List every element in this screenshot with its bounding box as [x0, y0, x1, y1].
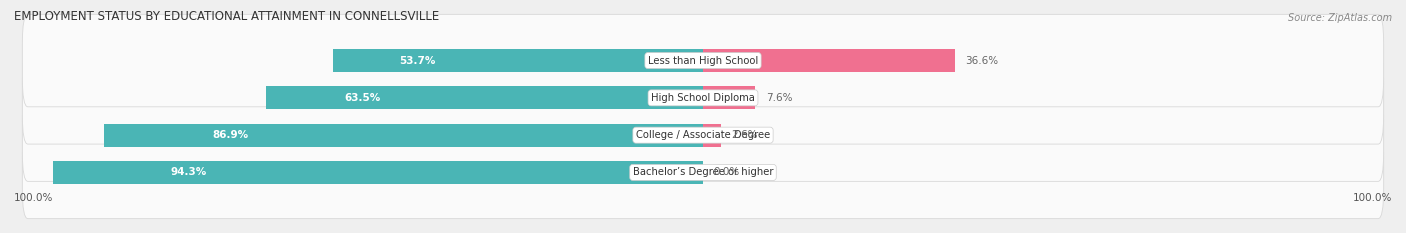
Bar: [333, 49, 703, 72]
Text: 36.6%: 36.6%: [966, 56, 998, 65]
FancyBboxPatch shape: [22, 52, 1384, 144]
Bar: [266, 86, 703, 110]
Bar: [104, 123, 703, 147]
FancyBboxPatch shape: [22, 89, 1384, 181]
Text: 2.6%: 2.6%: [731, 130, 758, 140]
Text: 100.0%: 100.0%: [1353, 193, 1392, 203]
FancyBboxPatch shape: [22, 126, 1384, 219]
Bar: [703, 86, 755, 110]
Text: High School Diploma: High School Diploma: [651, 93, 755, 103]
Bar: [703, 123, 721, 147]
Text: 86.9%: 86.9%: [212, 130, 249, 140]
Text: 63.5%: 63.5%: [344, 93, 381, 103]
Text: 94.3%: 94.3%: [170, 168, 207, 177]
Text: Less than High School: Less than High School: [648, 56, 758, 65]
Text: 7.6%: 7.6%: [766, 93, 792, 103]
Text: 100.0%: 100.0%: [14, 193, 53, 203]
Text: College / Associate Degree: College / Associate Degree: [636, 130, 770, 140]
Text: 53.7%: 53.7%: [399, 56, 436, 65]
Bar: [703, 49, 955, 72]
Text: EMPLOYMENT STATUS BY EDUCATIONAL ATTAINMENT IN CONNELLSVILLE: EMPLOYMENT STATUS BY EDUCATIONAL ATTAINM…: [14, 10, 439, 23]
Bar: [53, 161, 703, 184]
FancyBboxPatch shape: [22, 14, 1384, 107]
Text: Bachelor’s Degree or higher: Bachelor’s Degree or higher: [633, 168, 773, 177]
Text: 0.0%: 0.0%: [713, 168, 740, 177]
Text: Source: ZipAtlas.com: Source: ZipAtlas.com: [1288, 13, 1392, 23]
